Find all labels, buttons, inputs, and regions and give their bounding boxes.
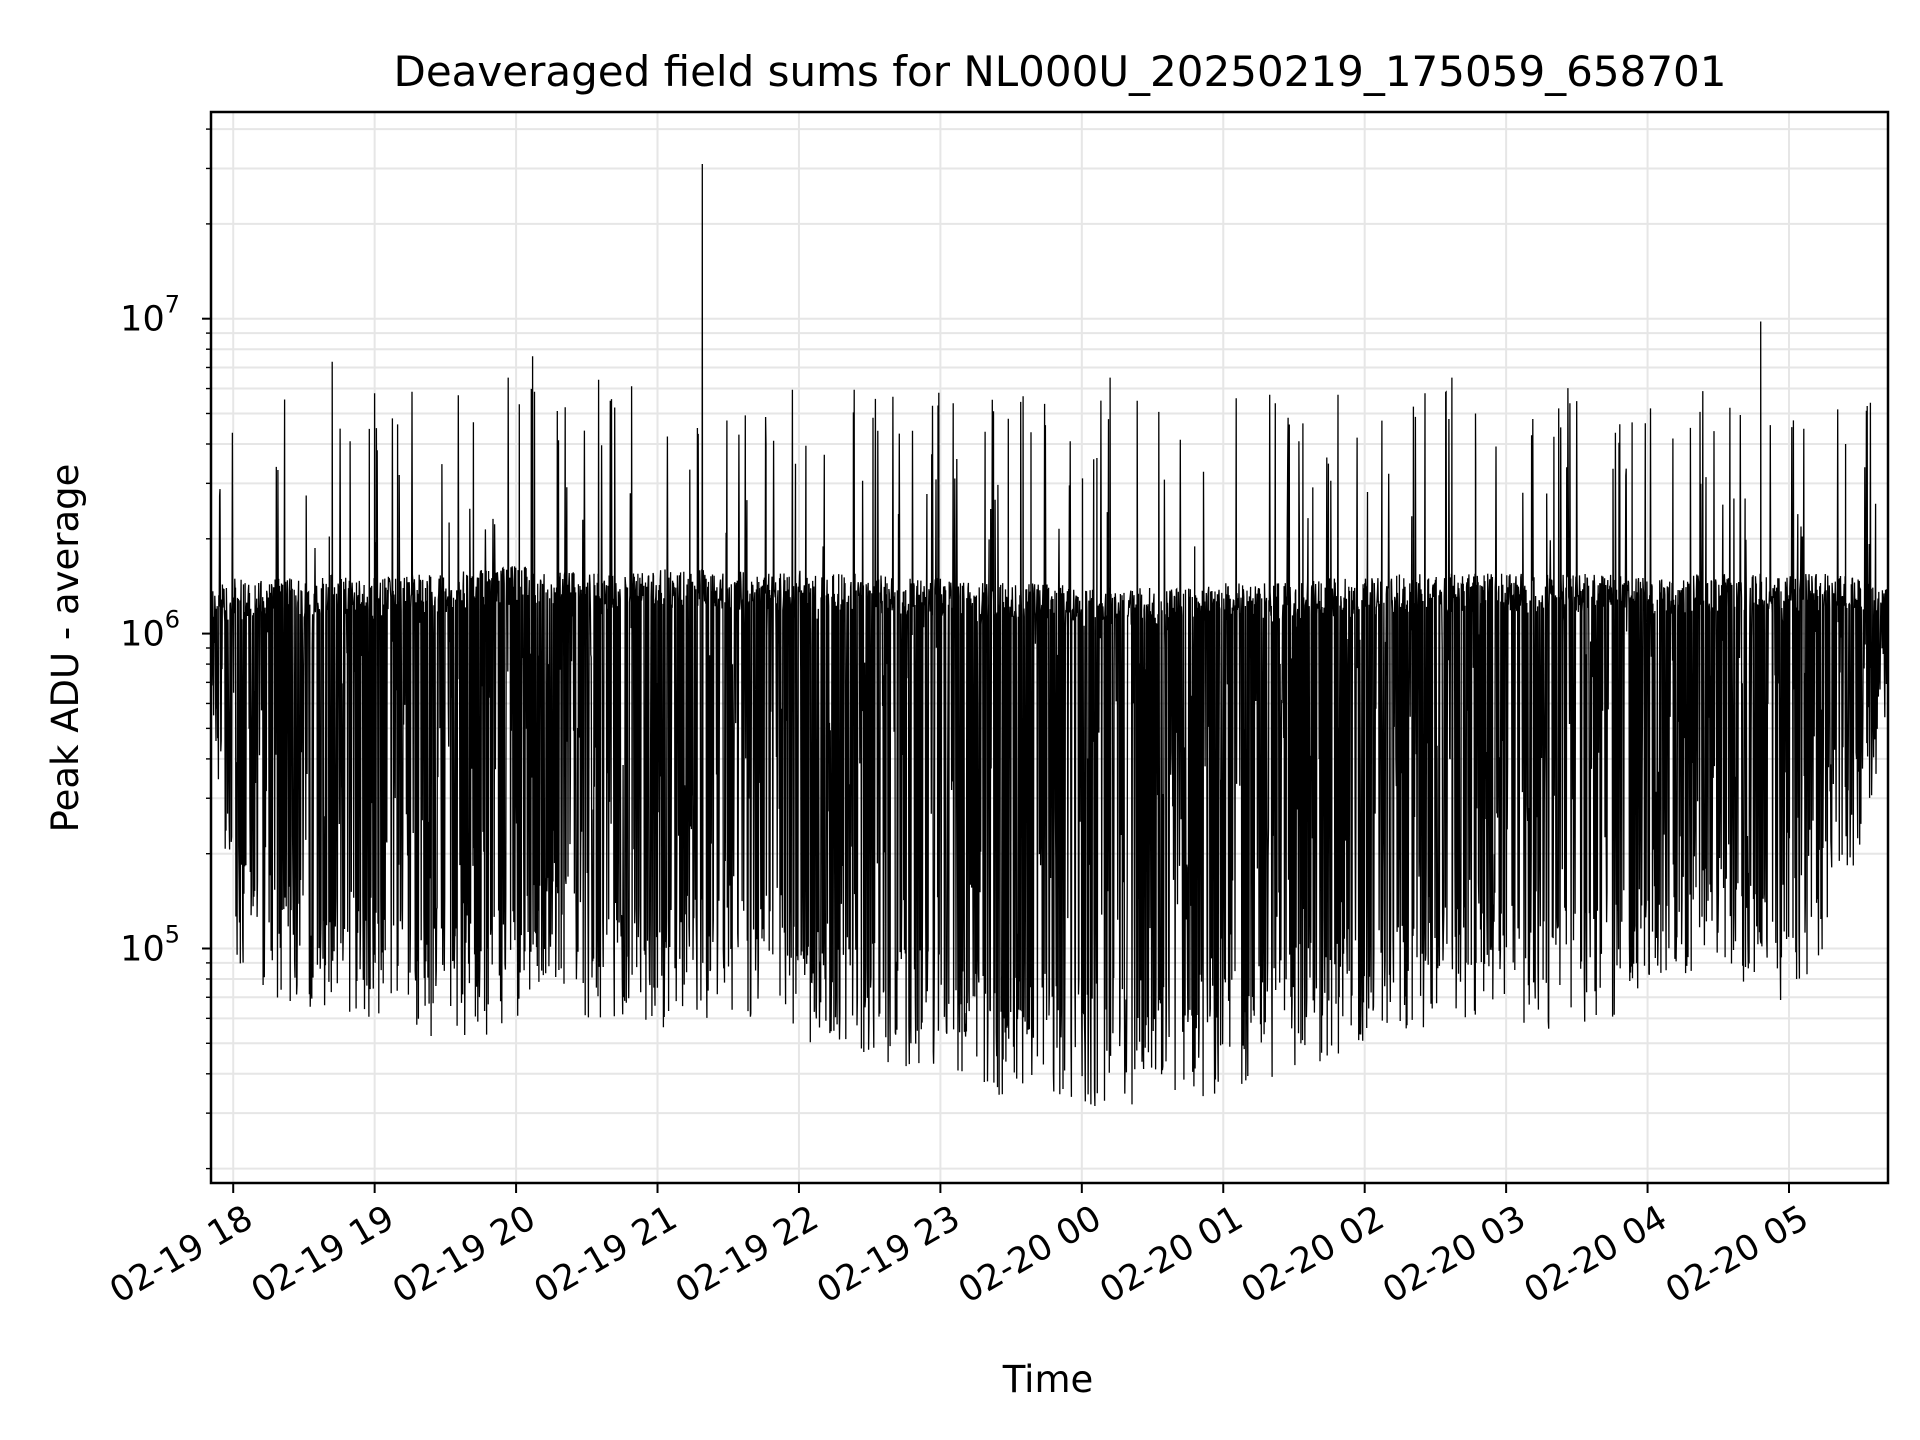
y-tick-exponent: 5 (165, 920, 180, 948)
y-axis-label: Peak ADU - average (44, 464, 87, 833)
y-tick-label: 107 (120, 291, 180, 340)
x-axis-label: Time (1002, 1358, 1094, 1401)
series-line-group (212, 163, 1888, 1107)
y-tick-exponent: 6 (165, 606, 180, 634)
chart-title: Deaveraged field sums for NL000U_2025021… (393, 47, 1726, 96)
series-line (212, 163, 1888, 1107)
y-tick-exponent: 7 (165, 291, 180, 319)
